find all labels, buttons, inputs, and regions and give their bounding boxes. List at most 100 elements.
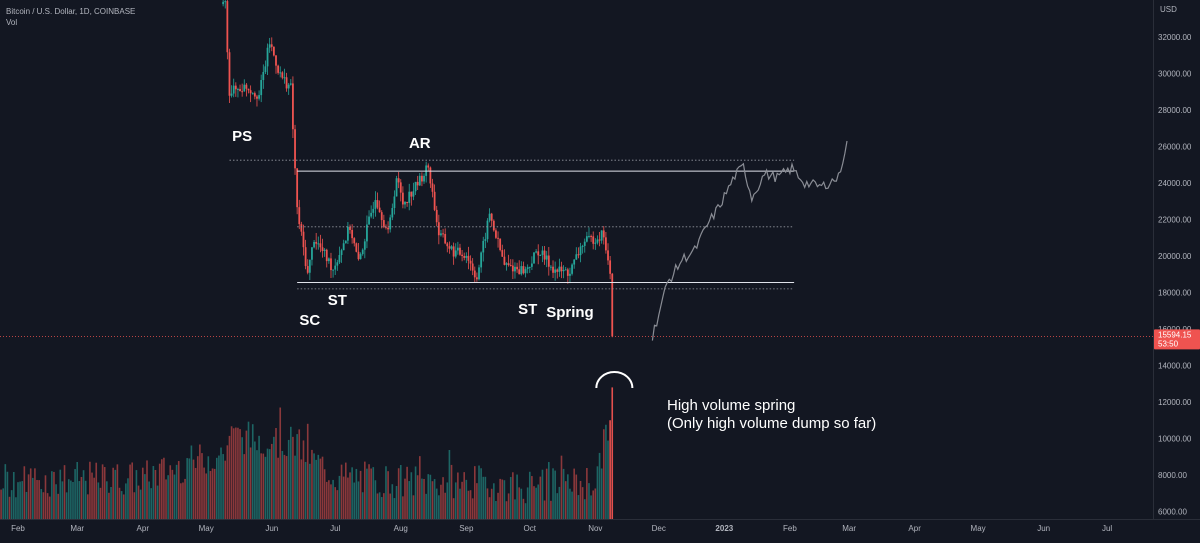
candle-body — [359, 254, 362, 260]
volume-bar — [463, 472, 466, 519]
candle-body — [313, 241, 315, 248]
candle-body — [431, 183, 434, 192]
candle-body — [363, 241, 366, 250]
volume-bar — [395, 486, 398, 519]
volume-bar — [567, 474, 569, 519]
time-axis-label: Oct — [524, 524, 537, 533]
volume-bar — [72, 481, 74, 519]
volume-bar — [564, 481, 567, 519]
wyckoff-label: ST — [518, 301, 537, 318]
time-axis-label: Nov — [588, 524, 602, 533]
candle-body — [376, 200, 379, 208]
candle-body — [275, 55, 277, 66]
volume-bar — [171, 469, 174, 519]
candle-body — [575, 254, 578, 260]
volume-bar — [378, 492, 381, 519]
candle-body — [228, 52, 231, 96]
volume-bar — [205, 473, 208, 519]
volume-bar — [40, 489, 43, 519]
candle-body — [437, 222, 440, 236]
volume-bar — [36, 479, 38, 519]
volume-bar — [476, 483, 478, 519]
candle-body — [522, 266, 525, 274]
volume-bar — [349, 472, 351, 519]
volume-bar — [387, 471, 389, 519]
volume-bar — [537, 484, 540, 519]
candle-body — [389, 217, 392, 230]
wyckoff-label: AR — [409, 135, 431, 152]
price-axis-tick-label: 6000.00 — [1158, 508, 1187, 517]
volume-bar — [361, 492, 364, 519]
candle-body — [336, 262, 339, 266]
volume-bar — [207, 456, 210, 519]
candle-body — [355, 243, 358, 252]
time-axis-label: Jun — [265, 524, 278, 533]
volume-bar — [194, 467, 197, 519]
candle-body — [564, 269, 567, 271]
candle-body — [583, 241, 586, 246]
time-axis-label: Apr — [137, 524, 150, 533]
volume-bar — [454, 482, 457, 519]
volume-bar — [101, 464, 104, 519]
volume-bar — [520, 488, 523, 519]
candle-body — [416, 181, 419, 186]
candle-body — [351, 229, 354, 239]
volume-bar — [533, 486, 535, 519]
volume-bar — [505, 501, 508, 519]
volume-bar — [275, 427, 277, 519]
volume-bar — [351, 467, 353, 519]
candle-body — [590, 235, 592, 237]
volume-bar — [459, 488, 461, 519]
volume-bar — [251, 424, 254, 519]
volume-bar — [232, 428, 235, 519]
volume-bar — [323, 469, 326, 519]
volume-bar — [452, 498, 455, 519]
volume-bar — [103, 467, 106, 519]
volume-bar — [65, 492, 68, 519]
volume-bar — [150, 488, 153, 519]
volume-legend: Vol — [6, 18, 18, 27]
candle-body — [344, 240, 347, 244]
symbol-title: Bitcoin / U.S. Dollar, 1D, COINBASE — [6, 7, 136, 16]
volume-bar — [461, 481, 463, 519]
candle-body — [480, 252, 483, 268]
price-axis-currency: USD — [1160, 5, 1177, 14]
volume-bar — [465, 479, 468, 519]
volume-bar — [95, 462, 98, 519]
candle-body — [308, 259, 311, 273]
volume-bar — [552, 468, 554, 519]
candle-body — [349, 226, 351, 230]
volume-bar — [243, 454, 246, 519]
volume-bar — [554, 470, 556, 519]
candle-body — [327, 258, 330, 262]
volume-bar — [89, 461, 91, 519]
candle-body — [323, 249, 326, 251]
candle-body — [408, 191, 411, 203]
volume-bar — [509, 477, 512, 519]
candle-body — [446, 243, 449, 247]
volume-bar — [17, 482, 19, 519]
volume-bar — [4, 464, 7, 519]
candle-body — [530, 263, 533, 267]
volume-bar — [433, 479, 436, 519]
volume-bar — [53, 471, 55, 519]
volume-bar — [177, 461, 180, 519]
candle-body — [404, 202, 406, 205]
volume-bar — [406, 466, 408, 519]
volume-bar — [237, 427, 239, 519]
volume-bar — [410, 472, 413, 519]
candle-body — [319, 243, 322, 248]
volume-bar — [249, 447, 252, 519]
candle-body — [380, 212, 383, 221]
candle-body — [518, 269, 521, 275]
candle-body — [598, 239, 601, 241]
volume-bar — [196, 456, 199, 519]
volume-bar — [357, 481, 360, 519]
candle-body — [484, 239, 487, 241]
candle-body — [459, 247, 461, 255]
volume-bar — [573, 468, 575, 519]
time-axis-label: May — [199, 524, 214, 533]
projection-path — [651, 140, 848, 341]
candle-body — [368, 216, 370, 225]
